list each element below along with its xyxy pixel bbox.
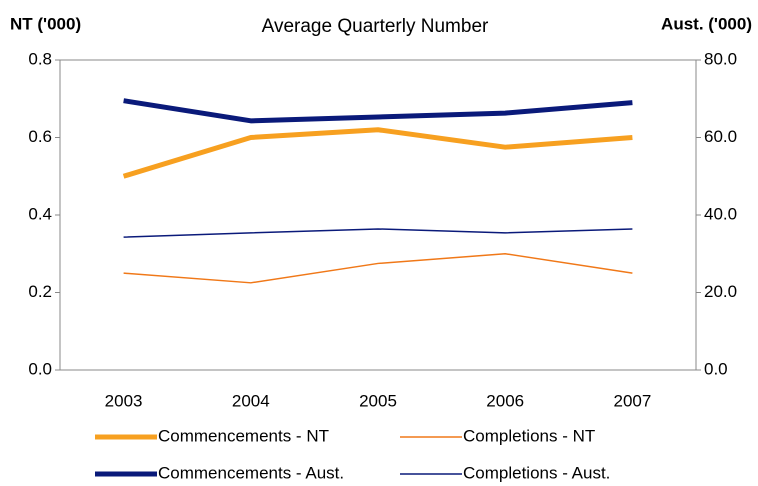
y2-tick-label: 20.0 [704,282,737,301]
x-tick-label: 2003 [105,391,143,410]
series-line [123,98,633,124]
legend-label: Completions - NT [463,426,595,445]
y2-axis-label: Aust. ('000) [661,14,752,33]
y2-tick-label: 60.0 [704,127,737,146]
x-tick-label: 2006 [486,391,524,410]
y-tick-label: 0.8 [28,49,52,68]
y-tick-label: 0.2 [28,282,52,301]
series-line [123,253,633,284]
y2-tick-label: 0.0 [704,359,728,378]
y-tick-label: 0.4 [28,204,52,223]
x-tick-label: 2007 [613,391,651,410]
legend-label: Commencements - NT [158,426,329,445]
y2-tick-label: 80.0 [704,49,737,68]
y-axis-label: NT ('000) [10,14,81,33]
legend-label: Commencements - Aust. [158,463,344,482]
y2-tick-label: 40.0 [704,204,737,223]
y-tick-label: 0.0 [28,359,52,378]
x-tick-label: 2005 [359,391,397,410]
y-tick-label: 0.6 [28,127,52,146]
series-line [123,228,633,238]
x-tick-label: 2004 [232,391,270,410]
legend-label: Completions - Aust. [463,463,610,482]
chart-title: Average Quarterly Number [262,16,489,37]
series-line [122,127,633,179]
